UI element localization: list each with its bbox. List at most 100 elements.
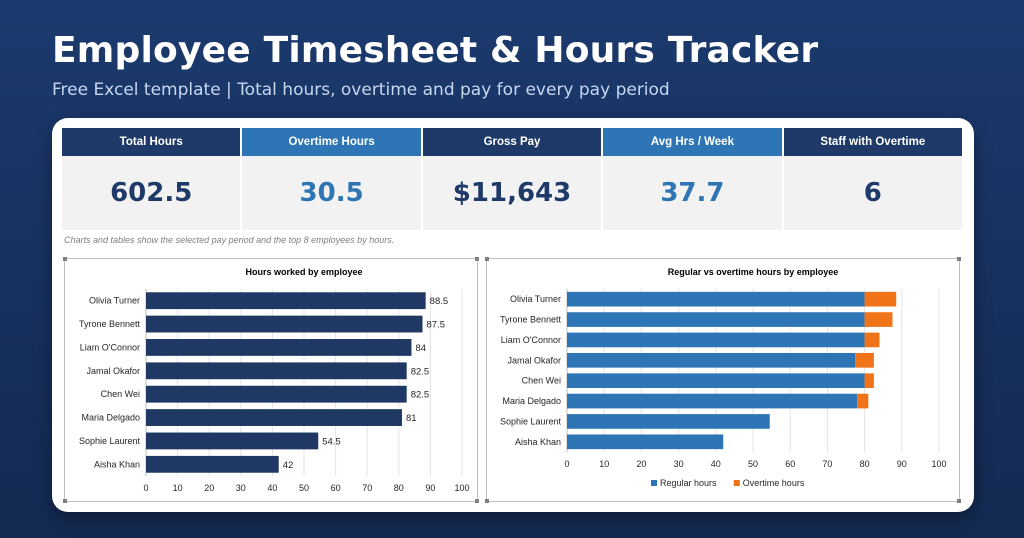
x-tick-label: 30 — [236, 483, 246, 493]
category-label: Maria Delgado — [81, 413, 140, 423]
data-label: 82.5 — [411, 366, 430, 377]
bar — [146, 385, 407, 403]
x-tick-label: 40 — [267, 483, 277, 493]
data-label: 84 — [415, 343, 426, 354]
x-tick-label: 20 — [204, 483, 214, 493]
category-label: Tyrone Bennett — [500, 315, 562, 325]
x-tick-label: 70 — [822, 459, 832, 469]
legend-label: Overtime hours — [743, 478, 805, 488]
bar — [146, 432, 319, 450]
x-tick-label: 10 — [173, 483, 183, 493]
legend-swatch — [651, 480, 657, 486]
page-subtitle: Free Excel template | Total hours, overt… — [52, 80, 670, 100]
data-label: 42 — [283, 460, 294, 471]
page-title: Employee Timesheet & Hours Tracker — [52, 30, 819, 71]
x-tick-label: 80 — [860, 459, 870, 469]
category-label: Maria Delgado — [502, 396, 561, 406]
bar-segment — [567, 352, 856, 368]
category-label: Liam O'Connor — [501, 335, 561, 345]
hours-chart-panel[interactable]: Hours worked by employee 0 10 20 30 40 50 60 70 8… — [63, 257, 479, 503]
bar-segment — [864, 373, 874, 389]
resize-handle[interactable] — [485, 257, 489, 261]
kpi-staff-overtime: Staff with Overtime 6 — [783, 128, 963, 230]
bar-segment — [567, 434, 724, 450]
kpi-label: Staff with Overtime — [783, 128, 963, 156]
bar-segment — [567, 332, 865, 348]
x-tick-label: 60 — [331, 483, 341, 493]
bar-segment — [567, 414, 770, 429]
x-tick-label: 70 — [362, 483, 372, 493]
kpi-value: $11,643 — [422, 156, 602, 230]
bar-segment — [567, 312, 865, 327]
x-tick-label: 60 — [785, 459, 795, 469]
x-tick-label: 80 — [394, 483, 404, 493]
x-tick-label: 30 — [674, 459, 684, 469]
category-label: Sophie Laurent — [79, 436, 141, 446]
category-label: Chen Wei — [522, 376, 561, 386]
x-tick-label: 50 — [748, 459, 758, 469]
regular-vs-overtime-panel[interactable]: Regular vs overtime hours by employee 0 10… — [485, 257, 961, 503]
hours-worked-chart: Hours worked by employee 0 10 20 30 40 50 60 70 8… — [79, 267, 470, 493]
kpi-value: 6 — [783, 156, 963, 230]
data-label: 88.5 — [430, 296, 449, 307]
bar-segment — [864, 312, 893, 327]
kpi-label: Overtime Hours — [242, 128, 421, 156]
x-tick-label: 50 — [299, 483, 309, 493]
chart-title: Hours worked by employee — [245, 267, 362, 277]
x-tick-label: 10 — [599, 459, 609, 469]
bar-segment — [864, 332, 880, 348]
resize-handle[interactable] — [63, 257, 67, 261]
category-label: Sophie Laurent — [500, 416, 562, 426]
resize-handle[interactable] — [957, 257, 961, 261]
category-label: Olivia Turner — [89, 296, 140, 306]
legend-swatch — [733, 480, 740, 486]
legend-label: Regular hours — [660, 478, 717, 488]
category-label: Aisha Khan — [515, 437, 561, 447]
bar-segment — [855, 352, 874, 368]
bar-segment — [567, 291, 865, 307]
x-tick-label: 90 — [897, 459, 907, 469]
data-label: 54.5 — [322, 436, 341, 447]
category-label: Tyrone Bennett — [79, 319, 141, 329]
category-label: Jamal Okafor — [507, 355, 561, 365]
bar — [146, 455, 279, 473]
x-tick-label: 100 — [931, 459, 946, 469]
bar — [146, 409, 402, 426]
category-label: Liam O'Connor — [80, 342, 140, 352]
kpi-overtime-hours: Overtime Hours 30.5 — [242, 128, 421, 230]
x-tick-label: 20 — [636, 459, 646, 469]
resize-handle[interactable] — [475, 499, 479, 503]
chart-title: Regular vs overtime hours by employee — [668, 267, 839, 277]
bar — [146, 315, 423, 333]
kpi-value: 30.5 — [242, 156, 421, 230]
category-label: Aisha Khan — [94, 459, 140, 469]
data-label: 87.5 — [427, 320, 446, 331]
bar — [146, 339, 412, 356]
kpi-value: 37.7 — [603, 156, 782, 230]
bar — [146, 292, 426, 310]
kpi-gross-pay: Gross Pay $11,643 — [422, 128, 602, 230]
bar-segment — [567, 393, 858, 409]
resize-handle[interactable] — [475, 257, 479, 261]
bar — [146, 362, 407, 380]
x-tick-label: 0 — [143, 483, 148, 493]
data-label: 82.5 — [411, 390, 430, 401]
kpi-label: Total Hours — [62, 128, 241, 156]
period-note: Charts and tables show the selected pay … — [64, 235, 395, 245]
bar-segment — [857, 393, 869, 409]
category-label: Chen Wei — [101, 389, 140, 399]
kpi-total-hours: Total Hours 602.5 — [62, 128, 241, 230]
kpi-value: 602.5 — [62, 156, 241, 230]
category-label: Olivia Turner — [510, 294, 561, 304]
bar-segment — [864, 291, 897, 307]
resize-handle[interactable] — [485, 499, 489, 503]
x-tick-label: 0 — [564, 459, 569, 469]
x-tick-label: 90 — [425, 483, 435, 493]
resize-handle[interactable] — [63, 499, 67, 503]
dashboard-card: Total Hours 602.5 Overtime Hours 30.5 Gr… — [52, 118, 974, 512]
regular-vs-overtime-chart: Regular vs overtime hours by employee 0 10… — [500, 267, 947, 488]
x-tick-label: 40 — [711, 459, 721, 469]
resize-handle[interactable] — [957, 499, 961, 503]
bar-segment — [567, 373, 865, 389]
data-label: 81 — [406, 413, 417, 424]
